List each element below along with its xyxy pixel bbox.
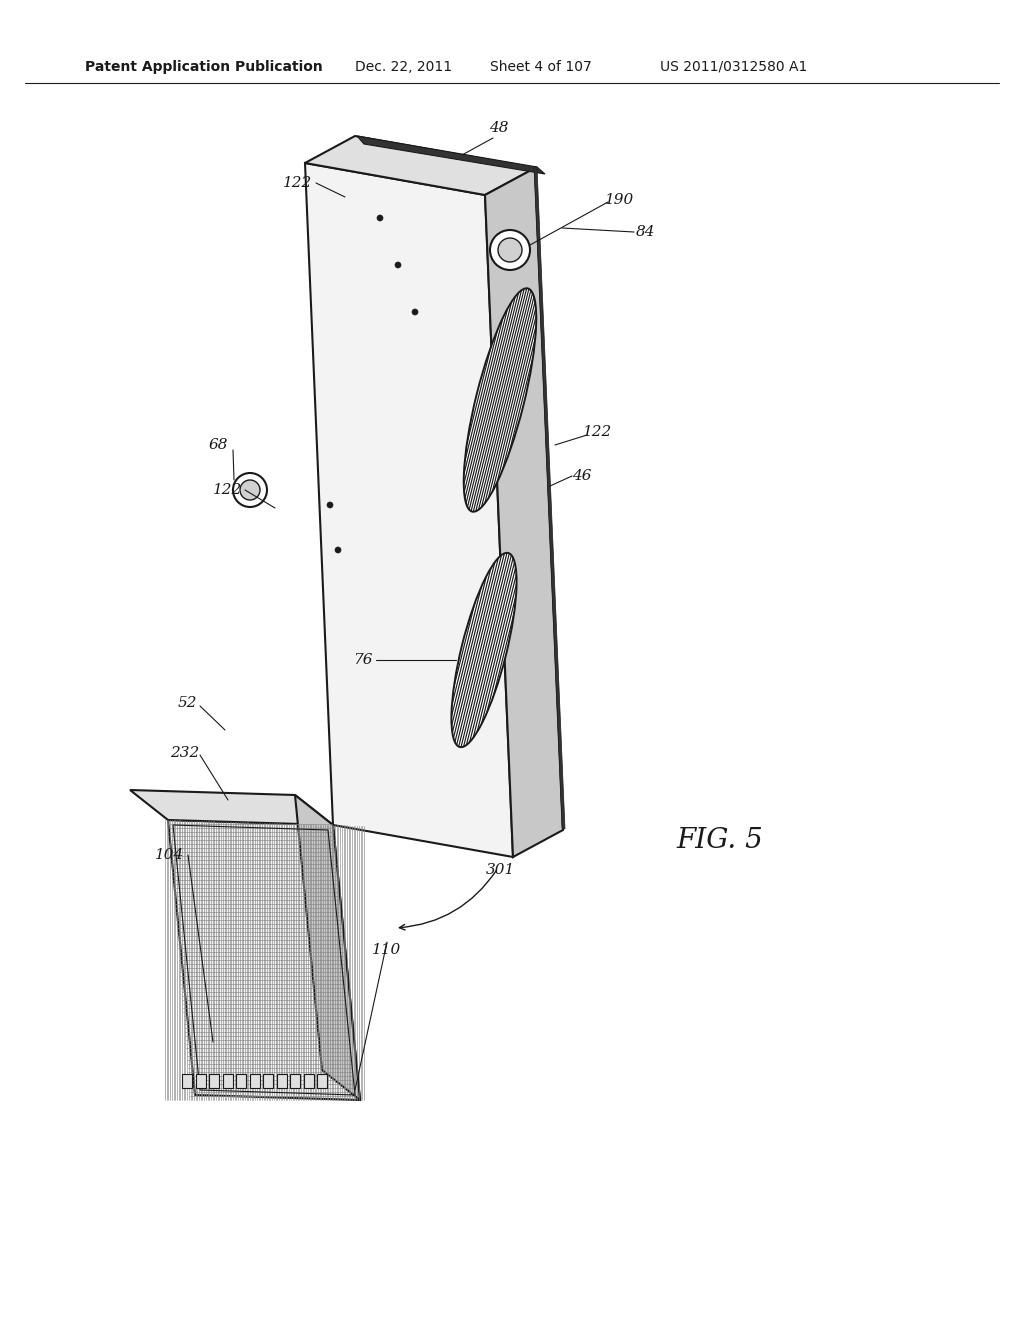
Circle shape xyxy=(395,261,401,268)
Text: 232: 232 xyxy=(170,746,200,760)
Circle shape xyxy=(498,238,522,261)
Polygon shape xyxy=(130,789,333,825)
Polygon shape xyxy=(290,1074,300,1088)
Circle shape xyxy=(490,230,530,271)
Ellipse shape xyxy=(464,288,537,512)
Text: 122: 122 xyxy=(213,483,243,498)
Circle shape xyxy=(240,480,260,500)
Circle shape xyxy=(327,502,333,508)
Polygon shape xyxy=(305,162,513,857)
Text: 110: 110 xyxy=(373,942,401,957)
Polygon shape xyxy=(209,1074,219,1088)
Polygon shape xyxy=(236,1074,246,1088)
Text: 104: 104 xyxy=(156,847,184,862)
Text: 122: 122 xyxy=(584,425,612,440)
Polygon shape xyxy=(250,1074,259,1088)
Polygon shape xyxy=(222,1074,232,1088)
Text: 301: 301 xyxy=(485,863,515,876)
Polygon shape xyxy=(317,1074,327,1088)
Polygon shape xyxy=(168,820,360,1100)
Polygon shape xyxy=(485,168,563,857)
Text: 122: 122 xyxy=(284,176,312,190)
Polygon shape xyxy=(276,1074,287,1088)
Text: FIG. 5: FIG. 5 xyxy=(677,826,763,854)
Circle shape xyxy=(377,215,383,220)
Ellipse shape xyxy=(452,553,516,747)
Text: US 2011/0312580 A1: US 2011/0312580 A1 xyxy=(660,59,807,74)
Polygon shape xyxy=(196,1074,206,1088)
Polygon shape xyxy=(295,795,360,1100)
Circle shape xyxy=(233,473,267,507)
Circle shape xyxy=(335,546,341,553)
Polygon shape xyxy=(182,1074,193,1088)
Text: Dec. 22, 2011: Dec. 22, 2011 xyxy=(355,59,453,74)
Polygon shape xyxy=(534,168,565,829)
Text: 68: 68 xyxy=(208,438,227,451)
Text: 48: 48 xyxy=(489,121,509,135)
Polygon shape xyxy=(305,136,535,195)
Text: 76: 76 xyxy=(353,653,373,667)
Text: Patent Application Publication: Patent Application Publication xyxy=(85,59,323,74)
Text: 190: 190 xyxy=(605,193,635,207)
Text: 46: 46 xyxy=(572,469,592,483)
Text: Sheet 4 of 107: Sheet 4 of 107 xyxy=(490,59,592,74)
Polygon shape xyxy=(303,1074,313,1088)
Text: 52: 52 xyxy=(177,696,197,710)
Circle shape xyxy=(412,309,418,315)
Polygon shape xyxy=(263,1074,273,1088)
Polygon shape xyxy=(357,136,545,174)
Text: 84: 84 xyxy=(636,224,655,239)
